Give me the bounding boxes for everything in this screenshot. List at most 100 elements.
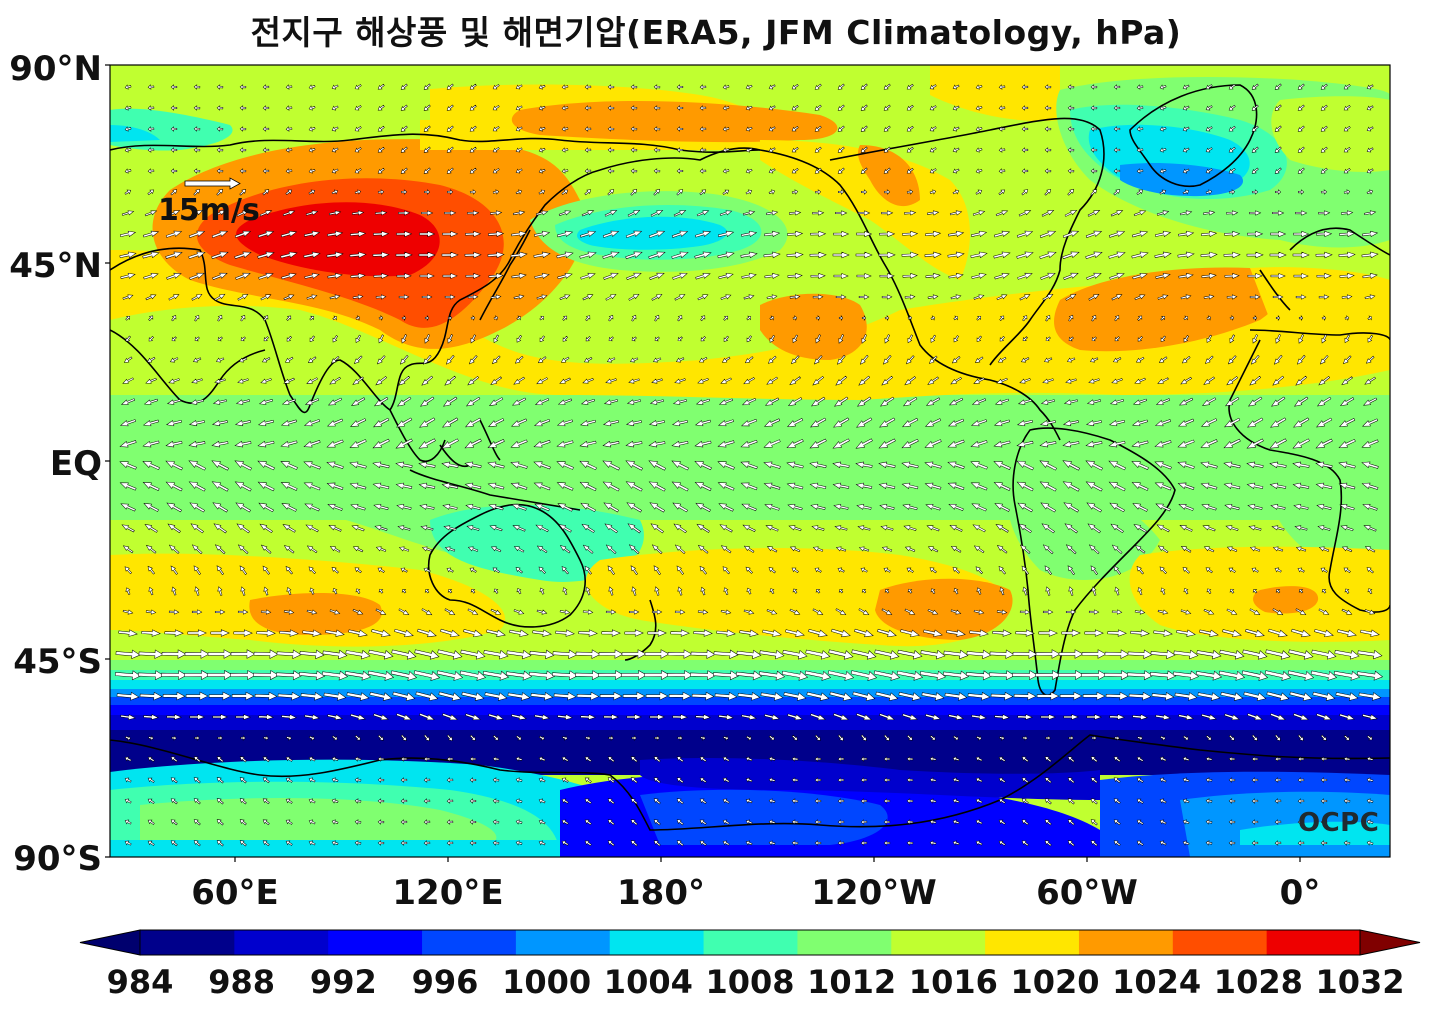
- wind-arrow: [628, 293, 640, 301]
- wind-arrow: [653, 798, 661, 805]
- wind-arrow: [534, 503, 550, 512]
- wind-arrow: [1314, 629, 1334, 638]
- wind-arrow: [878, 438, 896, 449]
- wind-arrow: [233, 629, 253, 637]
- wind-arrow: [240, 586, 246, 596]
- wind-arrow: [602, 420, 619, 427]
- wind-arrow: [852, 691, 876, 702]
- wind-arrow: [700, 336, 706, 342]
- wind-arrow: [561, 105, 569, 111]
- wind-arrow: [261, 357, 271, 363]
- wind-arrow: [1223, 251, 1241, 259]
- wind-arrow: [257, 251, 275, 259]
- wind-arrow: [1109, 272, 1125, 280]
- wind-arrow: [161, 649, 187, 659]
- wind-arrow: [124, 189, 132, 195]
- wind-arrow: [236, 210, 250, 217]
- wind-arrow: [764, 397, 780, 406]
- map-title: 전지구 해상풍 및 해면기압(ERA5, JFM Climatology, hP…: [250, 13, 1182, 52]
- wind-arrow: [1274, 840, 1282, 846]
- wind-arrow: [1228, 734, 1235, 741]
- wind-arrow: [231, 691, 255, 701]
- wind-arrow: [534, 398, 550, 406]
- wind-arrow: [1199, 629, 1219, 637]
- wind-arrow: [1247, 417, 1264, 428]
- wind-arrow: [258, 714, 274, 721]
- wind-arrow: [194, 336, 200, 342]
- wind-arrow: [535, 210, 549, 216]
- wind-arrow: [1182, 147, 1190, 153]
- wind-arrow: [811, 396, 826, 407]
- wind-arrow: [1339, 713, 1355, 721]
- wind-arrow: [262, 168, 270, 174]
- wind-arrow: [789, 546, 801, 553]
- wind-arrow: [952, 566, 960, 574]
- wind-arrow: [214, 544, 226, 555]
- wind-arrow: [230, 670, 257, 680]
- wind-arrow: [878, 461, 896, 469]
- wind-arrow: [1343, 798, 1351, 804]
- wind-arrow: [465, 417, 482, 428]
- wind-arrow: [1205, 819, 1213, 825]
- wind-arrow: [630, 147, 638, 153]
- wind-arrow: [1136, 168, 1144, 174]
- wind-arrow: [559, 294, 571, 300]
- wind-arrow: [970, 482, 988, 491]
- wind-arrow: [166, 272, 182, 280]
- wind-arrow: [713, 670, 740, 681]
- wind-arrow: [653, 565, 661, 576]
- wind-arrow: [1063, 502, 1079, 513]
- wind-arrow: [147, 565, 155, 575]
- wind-arrow: [308, 777, 316, 783]
- wind-arrow: [168, 609, 180, 615]
- wind-arrow: [285, 819, 293, 825]
- wind-arrow: [1016, 460, 1034, 471]
- wind-arrow: [1159, 777, 1167, 783]
- wind-arrow: [1068, 336, 1074, 342]
- wind-arrow: [576, 691, 600, 701]
- wind-arrow: [791, 734, 798, 741]
- wind-arrow: [906, 83, 914, 90]
- wind-arrow: [693, 629, 713, 637]
- wind-arrow: [419, 417, 436, 428]
- wind-arrow: [1068, 314, 1074, 322]
- wind-arrow: [832, 461, 850, 469]
- wind-arrow: [170, 777, 178, 784]
- wind-arrow: [1223, 438, 1241, 449]
- wind-arrow: [1224, 230, 1241, 238]
- wind-arrow: [580, 272, 596, 280]
- wind-arrow: [814, 167, 822, 174]
- wind-arrow: [1021, 798, 1029, 805]
- wind-arrow: [1343, 819, 1351, 825]
- wind-arrow: [1063, 714, 1079, 720]
- wind-arrow: [536, 377, 548, 385]
- wind-arrow: [1182, 735, 1189, 741]
- wind-arrow: [1251, 146, 1259, 153]
- wind-arrow: [883, 104, 891, 111]
- wind-arrow: [879, 273, 895, 279]
- wind-arrow: [257, 230, 275, 238]
- wind-arrow: [906, 819, 914, 825]
- wind-arrow: [483, 649, 509, 660]
- wind-arrow: [856, 273, 872, 279]
- wind-arrow: [327, 230, 344, 237]
- wind-arrow: [237, 544, 249, 555]
- wind-arrow: [1202, 210, 1216, 216]
- wind-arrow: [515, 168, 523, 174]
- wind-arrow: [1318, 608, 1330, 615]
- wind-arrow: [147, 126, 155, 132]
- wind-arrow: [1067, 840, 1075, 847]
- wind-arrow: [1131, 440, 1149, 448]
- wind-arrow: [142, 251, 160, 259]
- wind-arrow: [1067, 84, 1075, 90]
- wind-arrow: [124, 819, 132, 825]
- wind-arrow: [1013, 691, 1037, 701]
- wind-arrow: [372, 438, 390, 449]
- wind-arrow: [375, 608, 387, 615]
- wind-arrow: [1012, 649, 1038, 659]
- wind-arrow: [1021, 840, 1029, 847]
- wind-arrow: [488, 273, 504, 279]
- wind-arrow: [741, 418, 758, 427]
- wind-arrow: [1297, 104, 1305, 111]
- wind-arrow: [628, 609, 640, 615]
